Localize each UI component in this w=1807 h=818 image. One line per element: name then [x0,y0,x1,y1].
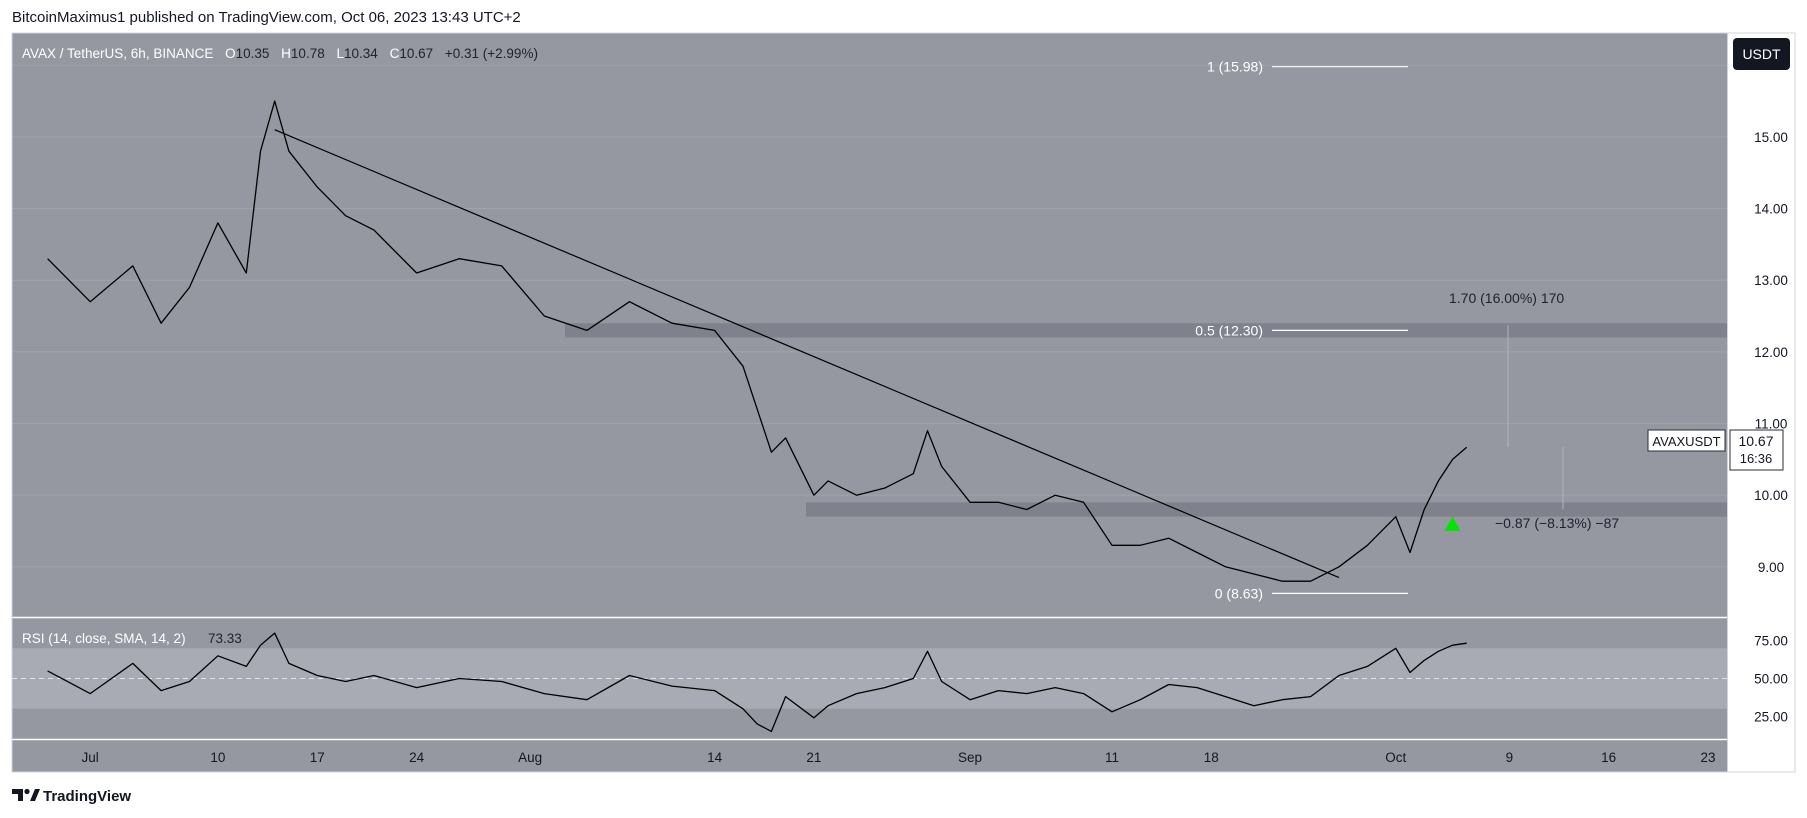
time-axis-label: 18 [1204,750,1219,765]
last-price-countdown: 16:36 [1740,451,1773,466]
price-axis-label: 9.00 [1758,560,1784,575]
chart-frame [11,32,1796,773]
resistance-band [565,323,1727,338]
rsi-axis-background [1727,618,1795,739]
open-label: O [225,46,236,61]
rsi-current-value: 73.33 [208,631,242,646]
time-axis-labels: Jul 10 17 24 Aug 14 21 Sep 11 18 Oct 9 16 23 [82,750,1716,765]
symbol-name: AVAX / TetherUS, 6h, BINANCE [22,46,213,61]
price-axis-label: 13.00 [1754,273,1788,288]
publish-header: BitcoinMaximus1 published on TradingView… [12,9,521,26]
rsi-axis-label: 50.00 [1754,672,1788,687]
rsi-title: RSI (14, close, SMA, 14, 2) [22,631,186,646]
close-label: C [390,46,400,61]
price-axis-label: 14.00 [1754,202,1788,217]
time-axis-label: Aug [518,750,542,765]
measure-down-label: −0.87 (−8.13%) −87 [1495,515,1619,531]
time-axis-label: 23 [1700,750,1715,765]
time-axis-label: 21 [806,750,821,765]
price-axis-label: 10.00 [1754,488,1788,503]
time-axis-label: 16 [1601,750,1616,765]
tradingview-logo-icon [12,788,40,801]
open-value: 10.35 [236,46,270,61]
price-axis-label: 11.00 [1755,417,1788,432]
last-price-tag [1729,429,1784,471]
symbol-title: AVAX / TetherUS, 6h, BINANCE O10.35 H10.… [22,46,538,61]
support-band [806,502,1727,517]
price-axis-background [1727,33,1795,617]
price-series [47,100,1468,582]
time-axis-label: 17 [310,750,325,765]
symbol-tag [1647,429,1726,452]
rsi-axis-label: 25.00 [1754,709,1788,724]
fib-05-label: 0.5 (12.30) [1195,322,1263,338]
low-value: 10.34 [344,46,378,61]
time-axis-label: Sep [958,750,982,765]
rsi-axis-labels: 75.00 50.00 25.00 [1754,634,1788,725]
measure-up-label: 1.70 (16.00%) 170 [1449,290,1564,306]
footer-brand: TradingView [43,788,131,805]
currency-button[interactable] [1733,38,1790,70]
descending-trendline [274,129,1340,579]
time-axis-label: Jul [82,750,99,765]
price-axis-label: 15.00 [1754,130,1788,145]
fib-0-label: 0 (8.63) [1215,585,1263,601]
time-axis-background [12,740,1727,772]
time-axis-label: 11 [1105,750,1119,765]
rsi-axis-label: 75.00 [1754,634,1788,649]
time-axis-label: 24 [409,750,425,765]
close-value: 10.67 [399,46,433,61]
time-axis-label: 14 [707,750,723,765]
time-axis-label: Oct [1385,750,1406,765]
high-value: 10.78 [291,46,325,61]
rsi-series [47,632,1467,733]
time-axis-label: 9 [1506,750,1514,765]
high-label: H [281,46,291,61]
symbol-tag-text: AVAXUSDT [1652,434,1720,449]
price-grid [12,64,1727,568]
last-price-value: 10.67 [1738,433,1773,449]
change-value: +0.31 (+2.99%) [445,46,538,61]
price-axis-label: 12.00 [1754,345,1788,360]
breakout-triangle-icon [1444,516,1461,531]
fib-1-label: 1 (15.98) [1207,59,1263,75]
currency-button-label: USDT [1742,46,1781,62]
low-label: L [336,46,344,61]
time-axis-label: 10 [210,750,225,765]
